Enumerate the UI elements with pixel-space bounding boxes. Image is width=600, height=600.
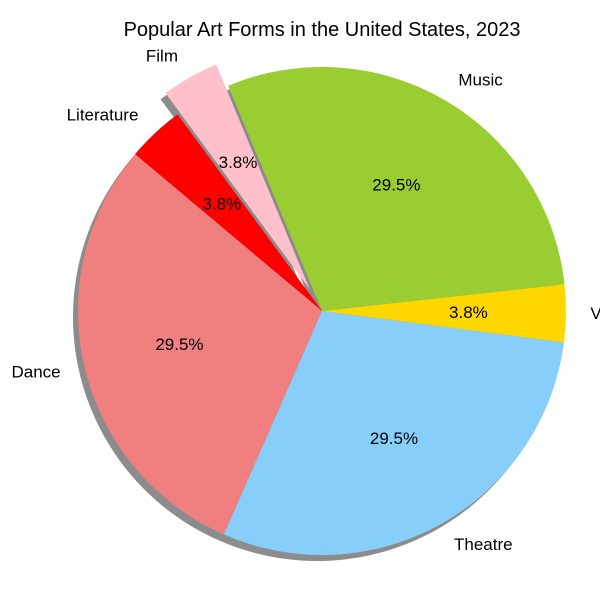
pie-slices	[77, 64, 566, 556]
slice-theatre	[223, 311, 564, 556]
percent-music: 29.5%	[372, 175, 420, 194]
slice-film	[165, 64, 310, 290]
slice-music	[228, 67, 565, 311]
label-music: Music	[458, 70, 503, 89]
label-film: Film	[146, 47, 178, 66]
percent-labels: 29.5% 29.5% 3.8% 29.5% 3.8% 3.8%	[155, 153, 487, 448]
percent-literature: 3.8%	[202, 195, 241, 214]
percent-visual-arts: 3.8%	[449, 303, 488, 322]
percent-theatre: 29.5%	[370, 429, 418, 448]
label-dance: Dance	[12, 363, 61, 382]
category-labels: Dance Theatre Visual Arts Music Film Literatu…	[12, 47, 600, 555]
slice-literature	[135, 114, 322, 311]
slice-visual-arts	[322, 284, 566, 343]
label-literature: Literature	[67, 106, 139, 125]
percent-film: 3.8%	[219, 153, 258, 172]
label-theatre: Theatre	[454, 535, 513, 554]
chart-title: Popular Art Forms in the United States, …	[124, 19, 521, 41]
percent-dance: 29.5%	[155, 335, 203, 354]
slice-dance	[77, 154, 322, 535]
label-visual-arts: Visual Arts	[590, 304, 600, 323]
